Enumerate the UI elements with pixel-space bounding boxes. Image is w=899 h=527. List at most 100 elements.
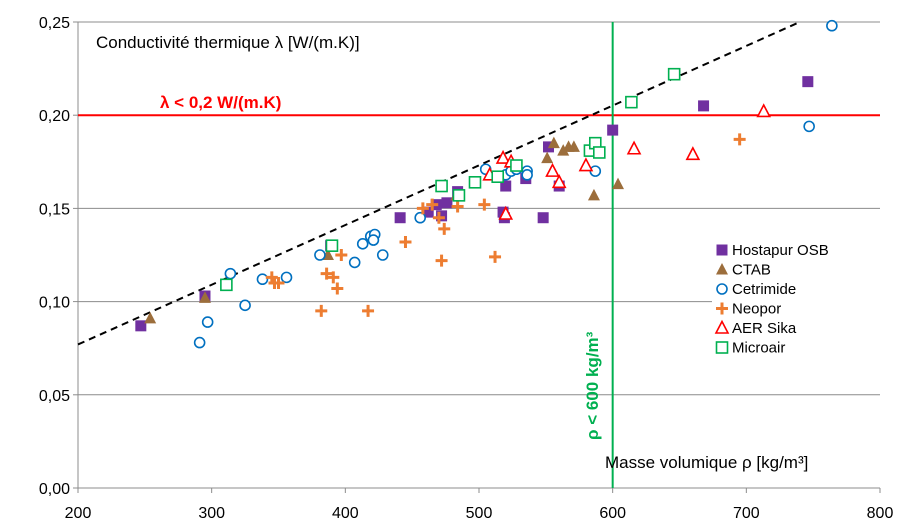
legend-marker: [716, 283, 728, 295]
data-point: [432, 211, 445, 224]
data-point: [435, 179, 448, 193]
data-point: [625, 95, 638, 109]
data-point: [438, 222, 451, 235]
legend-label: Microair: [732, 340, 785, 357]
y-tick-label: 0,10: [39, 295, 70, 312]
legend-label: Hostapur OSB: [732, 242, 829, 259]
data-point: [144, 311, 157, 324]
data-point: [331, 282, 344, 295]
data-point: [315, 304, 328, 317]
data-point: [135, 320, 147, 332]
data-point: [201, 316, 214, 328]
data-point: [489, 250, 502, 263]
data-point: [592, 146, 606, 159]
data-point: [451, 200, 464, 213]
x-tick-label: 400: [332, 505, 359, 522]
x-tick-label: 300: [198, 505, 225, 522]
legend-marker: [716, 302, 728, 315]
data-point: [280, 271, 293, 284]
legend-label: CTAB: [732, 262, 771, 279]
data-point: [399, 235, 412, 248]
legend-label: Cetrimide: [732, 281, 796, 298]
data-point: [224, 267, 237, 280]
data-point: [468, 176, 482, 189]
data-point: [272, 276, 285, 289]
data-point: [356, 238, 369, 250]
legend-background: [712, 234, 884, 354]
legend: Hostapur OSB CTAB Cetrimide Neopor AER Sika M…: [714, 242, 829, 357]
data-point: [239, 299, 251, 312]
data-point: [376, 249, 389, 261]
x-tick-label: 200: [65, 505, 92, 522]
data-point: [733, 133, 746, 146]
data-point: [327, 271, 340, 284]
data-point: [362, 304, 375, 317]
data-point: [578, 157, 594, 172]
data-point: [220, 278, 233, 292]
data-point: [551, 174, 567, 189]
x-tick-label: 700: [733, 505, 760, 522]
data-point: [198, 291, 211, 303]
data-point: [452, 189, 466, 202]
data-point: [557, 144, 570, 156]
data-point: [426, 198, 439, 211]
data-point: [756, 103, 772, 118]
data-point: [441, 197, 453, 209]
data-point: [567, 140, 580, 152]
data-point: [394, 212, 406, 224]
axes: 0,00 0,05 0,10 0,15 0,20 0,25 200 300 400 500 600 7…: [39, 15, 894, 522]
data-point: [607, 124, 619, 136]
data-point: [348, 256, 361, 269]
y-quantity-label: Conductivité thermique λ [W/(m.K)]: [96, 33, 360, 52]
legend-marker: [716, 263, 728, 275]
data-point: [510, 159, 523, 172]
data-point: [325, 239, 339, 252]
data-point: [802, 76, 814, 88]
data-point: [698, 100, 710, 112]
data-point: [803, 120, 815, 133]
data-point: [537, 212, 549, 224]
lambda-limit-label: λ < 0,2 W/(m.K): [160, 93, 281, 112]
data-point: [685, 146, 701, 161]
data-point: [521, 169, 533, 181]
data-point: [495, 149, 511, 164]
data-point: [498, 205, 514, 220]
data-point: [500, 180, 512, 192]
data-point: [422, 206, 434, 218]
data-point: [587, 188, 600, 201]
data-point: [545, 162, 560, 177]
data-point: [612, 177, 625, 190]
data-point: [414, 211, 426, 224]
legend-label: AER Sika: [732, 320, 797, 337]
data-points: [135, 19, 838, 349]
x-tick-label: 500: [466, 505, 493, 522]
y-tick-label: 0,15: [39, 201, 70, 218]
data-point: [547, 136, 560, 149]
data-point: [435, 254, 448, 267]
x-tick-label: 600: [599, 505, 626, 522]
data-point: [478, 198, 491, 211]
x-tick-label: 800: [867, 505, 894, 522]
legend-marker: [715, 341, 729, 354]
data-point: [543, 141, 555, 153]
legend-marker: [716, 244, 728, 256]
data-point: [320, 267, 333, 280]
legend-marker: [714, 319, 730, 334]
data-point: [491, 170, 505, 184]
data-point: [826, 19, 838, 32]
data-point: [193, 336, 206, 349]
legend-label: Neopor: [732, 301, 781, 318]
data-point: [667, 67, 681, 81]
data-point: [416, 202, 429, 215]
x-quantity-label: Masse volumique ρ [kg/m³]: [605, 453, 808, 472]
rho-limit-label: ρ < 600 kg/m³: [583, 331, 602, 440]
data-point: [314, 249, 326, 261]
data-point: [626, 140, 642, 155]
data-point: [541, 151, 554, 164]
data-point: [436, 210, 448, 222]
data-point: [256, 273, 269, 286]
data-point: [367, 234, 380, 246]
y-tick-label: 0,20: [39, 108, 70, 125]
reference-lines: [77, 21, 880, 488]
